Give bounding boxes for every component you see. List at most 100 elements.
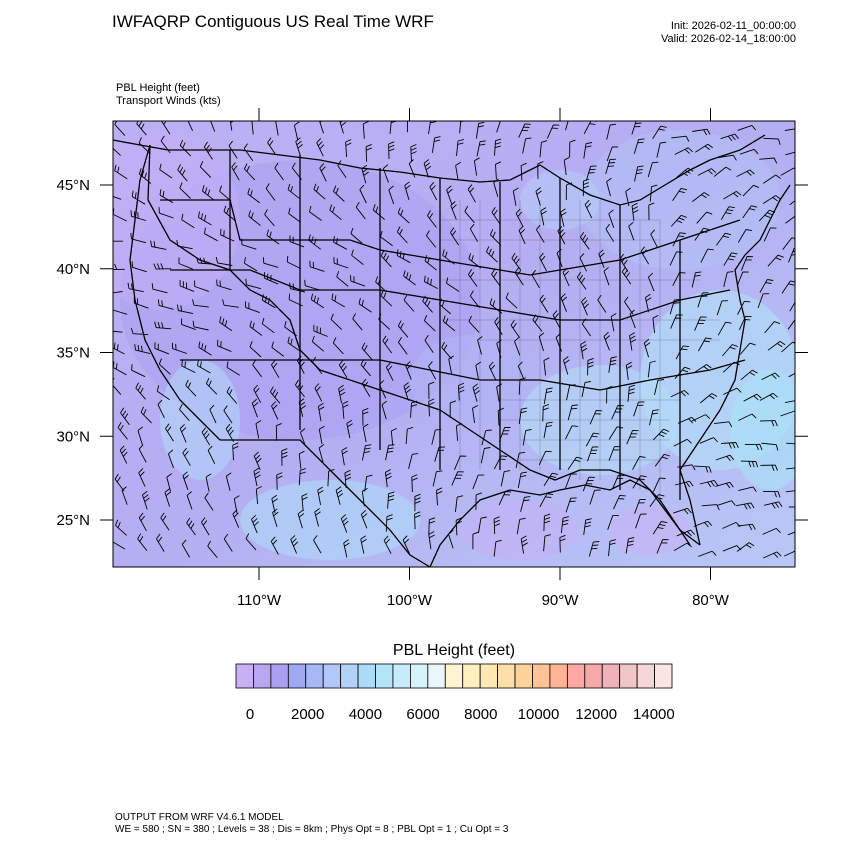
wind-barb <box>339 121 347 134</box>
wind-barb <box>135 382 146 400</box>
colorbar-tick-label: 2000 <box>291 706 324 723</box>
wind-barb <box>138 168 152 184</box>
wind-barb <box>581 318 591 337</box>
wind-barb <box>580 231 590 250</box>
wind-barb <box>248 210 261 226</box>
wind-barb <box>455 422 463 441</box>
wind-barb <box>762 490 781 498</box>
wind-barb <box>498 491 512 506</box>
wind-barb <box>736 169 755 178</box>
wind-barb <box>786 442 795 445</box>
wind-barb <box>201 427 211 446</box>
wind-barb <box>656 141 667 158</box>
wind-barb <box>611 405 624 420</box>
state-border <box>229 150 681 500</box>
wind-barb <box>431 428 442 445</box>
wind-barb <box>381 400 387 420</box>
wind-barb <box>450 201 457 220</box>
lat-tick-label: 35°N <box>56 345 90 362</box>
wind-barb <box>403 294 415 312</box>
wind-barb <box>626 429 639 445</box>
wind-barb <box>255 420 262 439</box>
wind-barb <box>515 208 524 227</box>
wind-barb <box>562 267 570 287</box>
wind-barb <box>378 313 391 330</box>
init-time: Init: 2026-02-11_00:00:00 <box>670 20 796 32</box>
colorbar-swatch <box>654 663 673 689</box>
mexico-border <box>220 439 431 567</box>
wind-barb <box>158 358 171 375</box>
wind-barb <box>432 470 443 487</box>
wind-barb <box>154 321 172 330</box>
wind-barb <box>640 246 650 265</box>
wind-barb <box>788 247 795 263</box>
wind-barb <box>226 361 240 376</box>
wind-barb <box>720 133 739 142</box>
wind-barb <box>422 295 433 313</box>
wind-barb <box>313 324 328 337</box>
wind-barb <box>694 465 712 473</box>
wind-barb <box>737 229 752 243</box>
wind-barb <box>151 283 168 294</box>
wind-barb <box>266 229 280 245</box>
wind-barb <box>361 378 371 397</box>
wind-barb <box>738 413 757 421</box>
wind-barb <box>410 144 417 162</box>
wind-barb <box>652 477 666 492</box>
wind-barb <box>450 227 459 246</box>
wind-barb <box>245 301 260 314</box>
wind-barb <box>763 501 783 509</box>
wind-barb <box>560 516 570 534</box>
wind-barb <box>197 359 211 374</box>
wind-barb <box>338 359 348 379</box>
wind-barb <box>469 223 479 243</box>
wind-barb <box>272 508 279 527</box>
wind-barb <box>263 272 279 285</box>
wind-barb <box>784 400 795 404</box>
wind-barb <box>410 400 418 418</box>
wind-barb <box>536 224 545 243</box>
wind-barb <box>654 453 671 467</box>
wind-barb <box>361 342 373 360</box>
wind-barb <box>284 320 297 337</box>
wind-barb <box>207 540 218 558</box>
wind-barb <box>176 240 193 250</box>
wind-barb <box>674 147 694 155</box>
wind-barb <box>781 341 795 353</box>
wind-barb <box>740 369 758 381</box>
wind-barb <box>631 202 639 221</box>
wind-barb <box>426 230 437 248</box>
wind-barb <box>215 256 233 266</box>
colorbar-swatch <box>636 663 655 689</box>
wind-barb <box>613 494 626 510</box>
wind-barb <box>789 200 795 206</box>
wind-barb <box>310 293 325 309</box>
wind-barb <box>500 470 511 487</box>
wind-barb <box>382 335 393 354</box>
wind-barb <box>448 355 455 374</box>
wind-barb <box>344 469 352 488</box>
wind-barb <box>585 165 597 181</box>
wind-barb <box>757 293 770 309</box>
wind-barb <box>428 361 437 380</box>
wind-barb <box>387 491 395 509</box>
wind-barb <box>358 298 372 313</box>
wind-barb <box>559 534 566 553</box>
wind-barb <box>247 187 261 204</box>
map-frame <box>112 120 796 568</box>
wind-barb <box>181 539 190 558</box>
wind-barb <box>468 269 478 287</box>
wind-barb <box>567 404 579 421</box>
wind-barb <box>455 161 462 181</box>
wind-barb <box>225 472 232 491</box>
wind-barb <box>308 205 322 221</box>
wind-barb <box>138 444 147 463</box>
wind-barb <box>475 121 485 139</box>
wind-barb <box>472 474 485 490</box>
wind-barb <box>308 234 322 250</box>
wind-barb <box>383 535 392 554</box>
wind-barb <box>380 290 393 307</box>
wind-barb <box>390 427 397 447</box>
field-label-winds: Transport Winds (kts) <box>116 95 221 107</box>
wind-barb <box>643 338 651 358</box>
